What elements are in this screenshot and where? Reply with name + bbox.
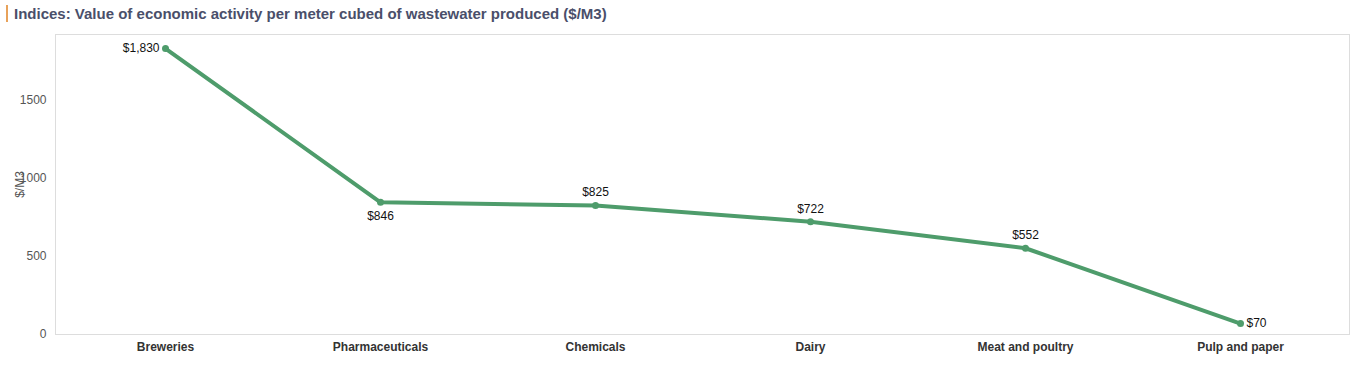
svg-text:500: 500 <box>26 249 46 263</box>
svg-text:0: 0 <box>40 327 47 341</box>
svg-text:$1,830: $1,830 <box>123 41 160 55</box>
svg-text:1500: 1500 <box>20 93 47 107</box>
svg-text:$/M3: $/M3 <box>13 171 27 198</box>
svg-text:1000: 1000 <box>19 171 47 186</box>
svg-text:Breweries: Breweries <box>137 340 195 354</box>
svg-text:$70: $70 <box>1247 316 1267 330</box>
svg-text:$825: $825 <box>582 185 609 199</box>
svg-text:Meat and poultry: Meat and poultry <box>977 340 1073 354</box>
svg-text:Dairy: Dairy <box>795 340 825 354</box>
svg-text:Chemicals: Chemicals <box>565 340 625 354</box>
svg-text:Pharmaceuticals: Pharmaceuticals <box>333 340 429 354</box>
svg-text:$846: $846 <box>367 209 394 223</box>
svg-text:$722: $722 <box>797 202 824 216</box>
html-text:Indices: Value of economic act: Indices: Value of economic activity per … <box>14 5 607 22</box>
svg-text:Pulp and paper: Pulp and paper <box>1197 340 1284 354</box>
svg-text:$552: $552 <box>1012 228 1039 242</box>
